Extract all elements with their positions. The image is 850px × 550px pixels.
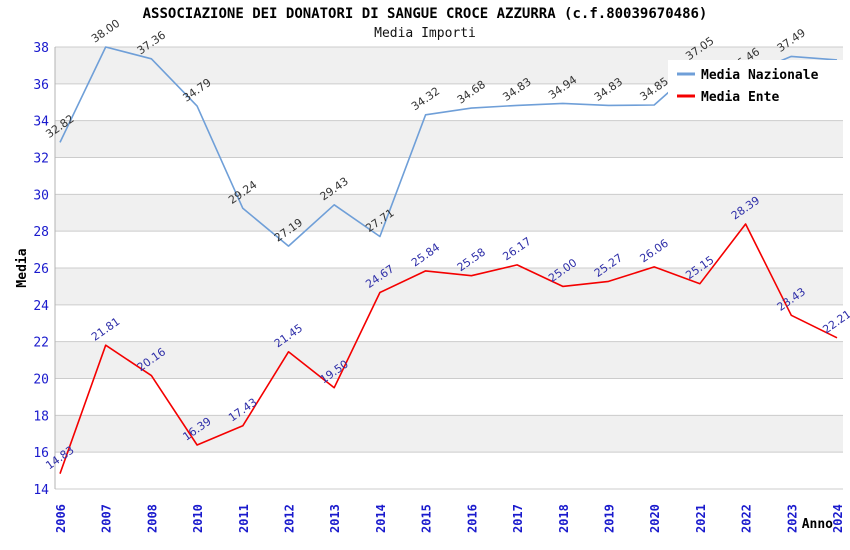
y-tick-label: 26	[33, 262, 49, 277]
data-label: 25.84	[409, 241, 442, 270]
legend-label-media-ente: Media Ente	[701, 90, 779, 105]
y-tick-label: 20	[33, 373, 49, 388]
x-tick-label: 2007	[100, 504, 114, 533]
y-tick-label: 28	[33, 225, 49, 240]
x-axis-title: Anno	[802, 517, 833, 532]
data-label: 26.17	[500, 235, 533, 264]
x-tick-label: 2006	[54, 504, 68, 533]
x-tick-label: 2008	[145, 504, 159, 533]
x-tick-label: 2023	[785, 504, 799, 533]
y-axis-title: Media	[15, 248, 30, 287]
legend-label-media-nazionale: Media Nazionale	[701, 68, 819, 83]
x-tick-label: 2011	[237, 504, 251, 533]
y-tick-label: 36	[33, 78, 49, 93]
x-tick-label: 2016	[465, 504, 479, 533]
y-tick-label: 30	[33, 188, 49, 203]
data-label: 26.06	[638, 237, 671, 266]
y-tick-label: 14	[33, 483, 49, 498]
y-tick-label: 38	[33, 41, 49, 56]
plot-band	[55, 120, 843, 158]
x-tick-label: 2017	[511, 504, 525, 533]
series-line-media-ente	[59, 223, 838, 474]
x-tick-label: 2019	[602, 504, 616, 533]
x-tick-label: 2021	[694, 504, 708, 533]
x-tick-label: 2014	[374, 504, 388, 533]
data-label: 34.32	[409, 85, 442, 114]
x-tick-label: 2010	[191, 504, 205, 533]
plot-band	[55, 341, 843, 379]
chart-title: ASSOCIAZIONE DEI DONATORI DI SANGUE CROC…	[142, 6, 708, 22]
x-tick-label: 2012	[283, 504, 297, 533]
x-tick-label: 2020	[648, 504, 662, 533]
x-tick-label: 2024	[831, 504, 845, 533]
y-tick-label: 22	[33, 336, 49, 351]
y-tick-label: 24	[33, 299, 49, 314]
chart-subtitle: Media Importi	[374, 26, 476, 41]
x-tick-label: 2018	[557, 504, 571, 533]
plot-band	[55, 415, 843, 453]
plot-band	[55, 194, 843, 232]
x-tick-label: 2022	[740, 504, 754, 533]
data-label: 22.21	[820, 308, 850, 337]
legend-box	[668, 60, 843, 114]
y-tick-label: 34	[33, 115, 49, 130]
y-tick-label: 16	[33, 446, 49, 461]
y-tick-label: 32	[33, 152, 49, 167]
data-label: 21.81	[89, 315, 122, 344]
x-tick-label: 2013	[328, 504, 342, 533]
x-tick-label: 2015	[420, 504, 434, 533]
y-tick-label: 18	[33, 409, 49, 424]
